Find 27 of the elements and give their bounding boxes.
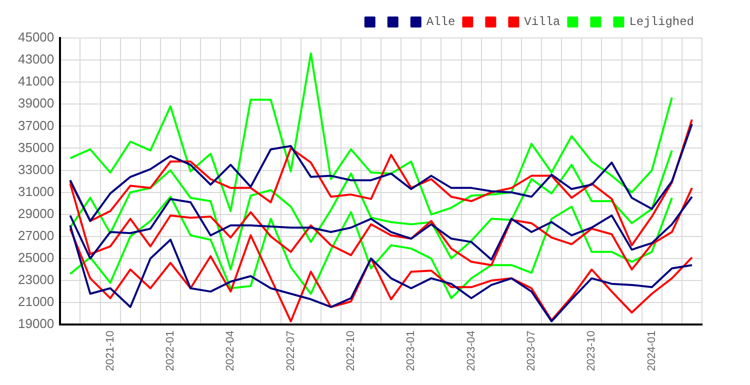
x-tick-label: 2023-01 [405, 330, 418, 372]
y-tick-label: 39000 [18, 96, 54, 111]
legend-label: Lejlighed [629, 15, 694, 30]
y-tick-label: 29000 [18, 206, 54, 221]
legend-label: Alle [426, 15, 456, 30]
x-tick-label: 2023-04 [465, 330, 478, 372]
x-tick-label: 2022-10 [345, 330, 358, 372]
y-tick-label: 21000 [18, 294, 54, 310]
x-tick-label: 2024-01 [646, 330, 658, 372]
y-tick-label: 31000 [18, 184, 54, 199]
y-tick-label: 41000 [18, 74, 54, 89]
x-tick-label: 2023-07 [526, 330, 538, 372]
y-tick-label: 23000 [18, 272, 54, 288]
x-tick-label: 2022-07 [284, 330, 297, 372]
x-tick-label: 2022-04 [224, 330, 237, 372]
x-tick-label: 2021-10 [104, 330, 116, 372]
y-tick-label: 45000 [18, 30, 54, 45]
y-tick-label: 25000 [18, 250, 54, 266]
y-tick-label: 43000 [18, 52, 54, 67]
y-tick-label: 33000 [18, 162, 54, 177]
x-tick-label: 2022-01 [164, 330, 176, 372]
y-tick-label: 37000 [18, 118, 54, 133]
y-tick-label: 27000 [18, 228, 54, 244]
y-tick-label: 35000 [18, 140, 54, 155]
x-tick-label: 2023-10 [586, 330, 598, 372]
y-tick-label: 19000 [18, 316, 54, 332]
legend-label: Villa [524, 15, 560, 30]
